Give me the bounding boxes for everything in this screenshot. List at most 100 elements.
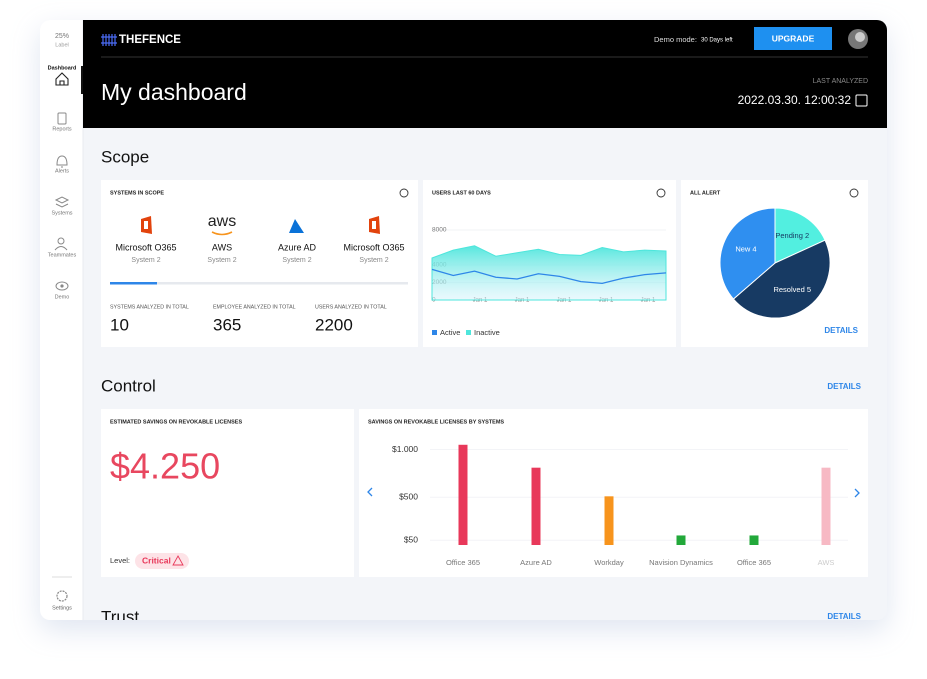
avatar-face	[855, 32, 865, 42]
card-title: ESTIMATED SAVINGS ON REVOKABLE LICENSES	[110, 419, 242, 425]
legend-label: Active	[440, 328, 460, 337]
area	[431, 245, 667, 301]
icon-settings	[56, 590, 68, 602]
systems-list: Microsoft O365 System 2 aws AWS System 2 Azur…	[115, 213, 404, 264]
section-title: Trust	[101, 607, 139, 626]
system-name: Microsoft O365	[115, 242, 176, 252]
system-name: Azure AD	[278, 242, 317, 252]
last-analyzed: 2022.03.30. 12:00:32	[738, 93, 852, 107]
icon-demo	[55, 281, 69, 291]
y-tick-label: 8000	[432, 227, 447, 234]
card-title: SAVINGS ON REVOKABLE LICENSES BY SYSTEMS	[368, 419, 504, 425]
bar	[604, 496, 614, 545]
next-arrow[interactable]	[854, 488, 860, 498]
legend-swatch	[432, 330, 437, 335]
x-tick-label: Office 365	[737, 558, 771, 567]
nav-item[interactable]: Teammates	[48, 252, 77, 258]
y-tick-label: $500	[399, 492, 418, 502]
bar	[458, 444, 468, 545]
upgrade-button[interactable]	[754, 27, 832, 50]
nav-item[interactable]: Dashboard	[48, 65, 77, 71]
system-sub: System 2	[359, 257, 388, 264]
x-tick-label: Workday	[594, 558, 624, 567]
bar	[676, 535, 686, 545]
stat-value: 2200	[315, 315, 353, 334]
icon-teammates	[57, 237, 65, 245]
sidebar	[40, 20, 83, 620]
stat-label: EMPLOYEE ANALYZED IN TOTAL	[213, 304, 296, 310]
x-tick-label: Jan 1	[641, 298, 656, 304]
x-tick-label: Azure AD	[520, 558, 552, 567]
slice-label: Resolved 5	[773, 285, 811, 294]
details-link[interactable]: DETAILS	[824, 326, 858, 335]
stat-label: SYSTEMS ANALYZED IN TOTAL	[110, 304, 189, 310]
nav-settings[interactable]: Settings	[52, 605, 72, 611]
nav-item[interactable]: Demo	[55, 294, 70, 300]
warning-icon	[172, 555, 184, 566]
zoom: 25%	[55, 33, 69, 40]
x-tick-label: Jan 1	[557, 298, 572, 304]
last-analyzed-label: LAST ANALYZED	[813, 78, 868, 85]
details-link[interactable]: DETAILS	[827, 382, 861, 391]
bar	[531, 467, 541, 545]
x-tick-label: AWS	[818, 558, 835, 567]
card	[359, 409, 868, 577]
nav: Dashboard Reports Alerts Systems Teammates De…	[48, 65, 77, 300]
card	[101, 180, 418, 347]
details-link[interactable]: DETAILS	[827, 612, 861, 621]
logo-smile	[211, 231, 233, 236]
x-tick-label: Office 365	[446, 558, 480, 567]
savings-value: $4.250	[110, 446, 220, 487]
system-name: AWS	[212, 242, 232, 252]
y-tick-label: $50	[404, 534, 418, 544]
card-title: SYSTEMS IN SCOPE	[110, 190, 164, 196]
pie-slice	[719, 207, 776, 300]
nav-item[interactable]: Systems	[51, 210, 72, 216]
system-sub: System 2	[207, 257, 236, 264]
logo-text: aws	[208, 213, 236, 230]
zoom-label: Label	[55, 42, 68, 48]
demo-label: Demo mode:	[654, 35, 697, 44]
logo-azure	[289, 219, 304, 233]
prev-arrow[interactable]	[367, 487, 373, 497]
brand: THEFENCE	[119, 34, 181, 46]
system-sub: System 2	[282, 257, 311, 264]
x-tick-label: Jan 1	[473, 298, 488, 304]
stats: SYSTEMS ANALYZED IN TOTAL 10 EMPLOYEE ANAL…	[110, 304, 387, 334]
app: 25% Label Settings Dashboard Reports Alert…	[40, 20, 887, 626]
nav-item[interactable]: Reports	[52, 126, 72, 132]
icon-alerts	[56, 155, 68, 168]
nav-item[interactable]: Alerts	[55, 168, 69, 174]
icon-teammates-body	[54, 246, 68, 251]
pie-slice	[732, 239, 831, 319]
logo-office-inner	[372, 221, 376, 229]
slice-label: New 4	[735, 245, 756, 254]
stat-label: USERS ANALYZED IN TOTAL	[315, 304, 387, 310]
bar-chart: $1.000 $500 $50 Office 365 Azure AD Workday Na…	[392, 444, 848, 567]
x-tick-label: Jan 1	[515, 298, 530, 304]
scroll-thumb[interactable]	[110, 282, 157, 285]
x-tick-label: Jan 1	[599, 298, 614, 304]
page-title: My dashboard	[101, 79, 247, 105]
card	[101, 409, 354, 577]
level-label: Level:	[110, 556, 130, 565]
header	[83, 20, 887, 128]
legend-label: Inactive	[474, 328, 500, 337]
upgrade-label[interactable]: UPGRADE	[772, 33, 815, 43]
bar	[821, 467, 831, 545]
section-title: Scope	[101, 147, 149, 166]
icon-demo-pupil	[60, 284, 64, 288]
scroll-track	[110, 282, 408, 285]
card-title: USERS LAST 60 DAYS	[432, 190, 491, 196]
icon-reports	[57, 112, 67, 125]
calendar-icon[interactable]	[855, 94, 868, 107]
system-name: Microsoft O365	[343, 242, 404, 252]
stat-value: 365	[213, 315, 241, 334]
y-tick-label: $1.000	[392, 444, 418, 454]
x-tick-label: Navision Dynamics	[649, 558, 713, 567]
line	[431, 268, 667, 285]
level: Critical	[142, 555, 171, 565]
stat-value: 10	[110, 315, 129, 334]
section-title: Control	[101, 376, 156, 395]
